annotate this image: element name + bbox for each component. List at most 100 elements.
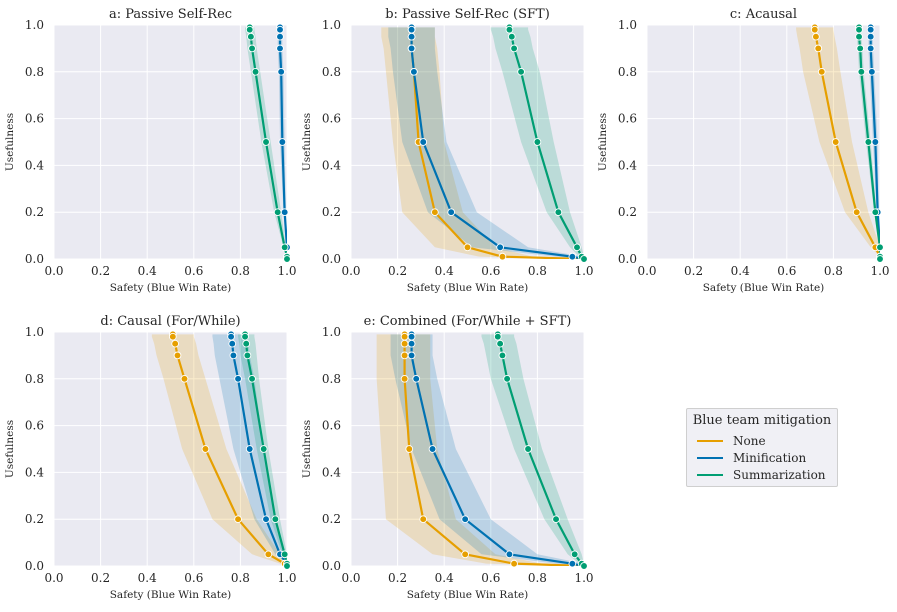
- data-point-none: [463, 243, 472, 252]
- data-point-none: [510, 559, 518, 568]
- data-point-minification: [229, 351, 238, 360]
- data-point-none: [431, 208, 439, 217]
- x-tick-label: 1.0: [277, 264, 296, 278]
- data-point-summarization: [876, 243, 884, 252]
- x-tick-label: 0.2: [388, 264, 407, 278]
- x-tick-label: 0.8: [231, 571, 250, 585]
- legend-label-summarization: Summarization: [733, 468, 826, 482]
- data-point-none: [264, 550, 273, 559]
- x-tick-label: 0.4: [435, 264, 454, 278]
- legend-label-none: None: [733, 434, 766, 448]
- data-point-summarization: [573, 243, 581, 252]
- x-tick-label: 1.0: [870, 264, 889, 278]
- data-point-none: [400, 351, 409, 360]
- plot-background: [54, 25, 287, 259]
- data-point-summarization: [280, 243, 289, 252]
- x-tick-label: 0.6: [481, 571, 500, 585]
- x-axis-label: Safety (Blue Win Rate): [703, 282, 825, 294]
- x-tick-label: 0.8: [231, 264, 250, 278]
- y-tick-label: 1.0: [322, 325, 341, 339]
- y-tick-label: 0.6: [322, 112, 341, 126]
- x-axis-label: Safety (Blue Win Rate): [110, 589, 232, 601]
- y-tick-label: 0.0: [322, 559, 341, 573]
- legend-item-minification: Minification: [697, 450, 806, 466]
- data-point-summarization: [283, 255, 291, 263]
- x-tick-label: 0.8: [528, 571, 547, 585]
- legend-label-minification: Minification: [733, 451, 807, 465]
- data-point-minification: [871, 138, 880, 146]
- x-tick-label: 0.2: [684, 264, 703, 278]
- x-tick-label: 1.0: [574, 264, 593, 278]
- data-point-none: [419, 515, 428, 524]
- y-tick-label: 1.0: [322, 18, 341, 32]
- data-point-none: [400, 332, 409, 341]
- data-point-summarization: [242, 339, 251, 348]
- data-point-none: [400, 339, 409, 348]
- data-point-minification: [568, 559, 577, 568]
- data-point-minification: [419, 138, 428, 146]
- y-axis-label: Usefulness: [4, 113, 16, 171]
- x-tick-label: 0.6: [184, 264, 203, 278]
- chart-panel-1: 0.0 0.2 0.4 0.6 0.8 1.0 0.0 0.2 0.4 0.6 0.8 1.0 a: P…: [4, 7, 297, 294]
- y-tick-label: 0.0: [25, 252, 44, 266]
- data-point-summarization: [241, 332, 249, 341]
- data-point-summarization: [496, 339, 504, 348]
- x-tick-label: 1.0: [574, 571, 593, 585]
- x-tick-label: 0.6: [481, 264, 500, 278]
- data-point-minification: [496, 243, 504, 252]
- x-tick-label: 0.0: [637, 264, 656, 278]
- chart-title: b: Passive Self-Rec (SFT): [385, 7, 550, 22]
- x-tick-label: 0.4: [435, 571, 454, 585]
- chart-panel-2: 0.0 0.2 0.4 0.6 0.8 1.0 0.0 0.2 0.4 0.6 0.8 1.0 b: P…: [301, 7, 594, 294]
- data-point-minification: [867, 67, 876, 76]
- data-point-minification: [228, 339, 237, 348]
- ci-band-summarization: [481, 334, 584, 566]
- y-tick-label: 0.4: [618, 158, 637, 172]
- data-point-summarization: [510, 44, 518, 53]
- data-point-minification: [262, 515, 270, 524]
- data-point-minification: [276, 25, 284, 34]
- x-axis-label: Safety (Blue Win Rate): [407, 589, 529, 601]
- data-point-summarization: [570, 550, 579, 559]
- data-point-summarization: [864, 138, 873, 146]
- data-point-summarization: [580, 255, 588, 263]
- x-tick-label: 0.2: [91, 264, 110, 278]
- ci-band-minification: [390, 334, 584, 566]
- y-tick-label: 0.2: [25, 512, 44, 526]
- data-point-summarization: [498, 351, 507, 360]
- data-point-none: [831, 138, 840, 146]
- data-point-none: [817, 67, 826, 76]
- y-tick-label: 0.8: [322, 372, 341, 386]
- data-point-minification: [407, 25, 416, 34]
- data-point-none: [168, 332, 177, 341]
- plot-background: [351, 25, 584, 259]
- data-point-none: [498, 252, 507, 261]
- y-tick-label: 0.8: [25, 372, 44, 386]
- y-tick-label: 0.0: [25, 559, 44, 573]
- data-point-summarization: [855, 32, 863, 41]
- x-tick-label: 0.8: [528, 264, 547, 278]
- data-point-minification: [447, 208, 456, 217]
- data-point-summarization: [247, 32, 255, 41]
- data-point-none: [234, 515, 242, 524]
- y-axis-label: Usefulness: [4, 420, 16, 478]
- data-point-minification: [245, 445, 254, 453]
- y-axis-label: Usefulness: [301, 420, 313, 478]
- x-tick-label: 0.2: [91, 571, 110, 585]
- x-tick-label: 0.8: [824, 264, 843, 278]
- legend-item-none: None: [697, 433, 766, 449]
- data-point-none: [814, 44, 823, 53]
- data-point-summarization: [507, 32, 516, 41]
- data-point-summarization: [876, 255, 884, 263]
- y-axis-label: Usefulness: [301, 113, 313, 171]
- data-point-none: [201, 445, 210, 453]
- y-tick-label: 0.8: [322, 65, 341, 79]
- x-tick-label: 0.2: [388, 571, 407, 585]
- plot-background: [351, 332, 584, 566]
- data-point-summarization: [248, 374, 256, 383]
- data-point-none: [400, 374, 409, 383]
- x-tick-label: 0.0: [341, 571, 360, 585]
- data-point-minification: [505, 550, 514, 559]
- y-tick-label: 0.4: [25, 158, 44, 172]
- y-tick-label: 1.0: [25, 325, 44, 339]
